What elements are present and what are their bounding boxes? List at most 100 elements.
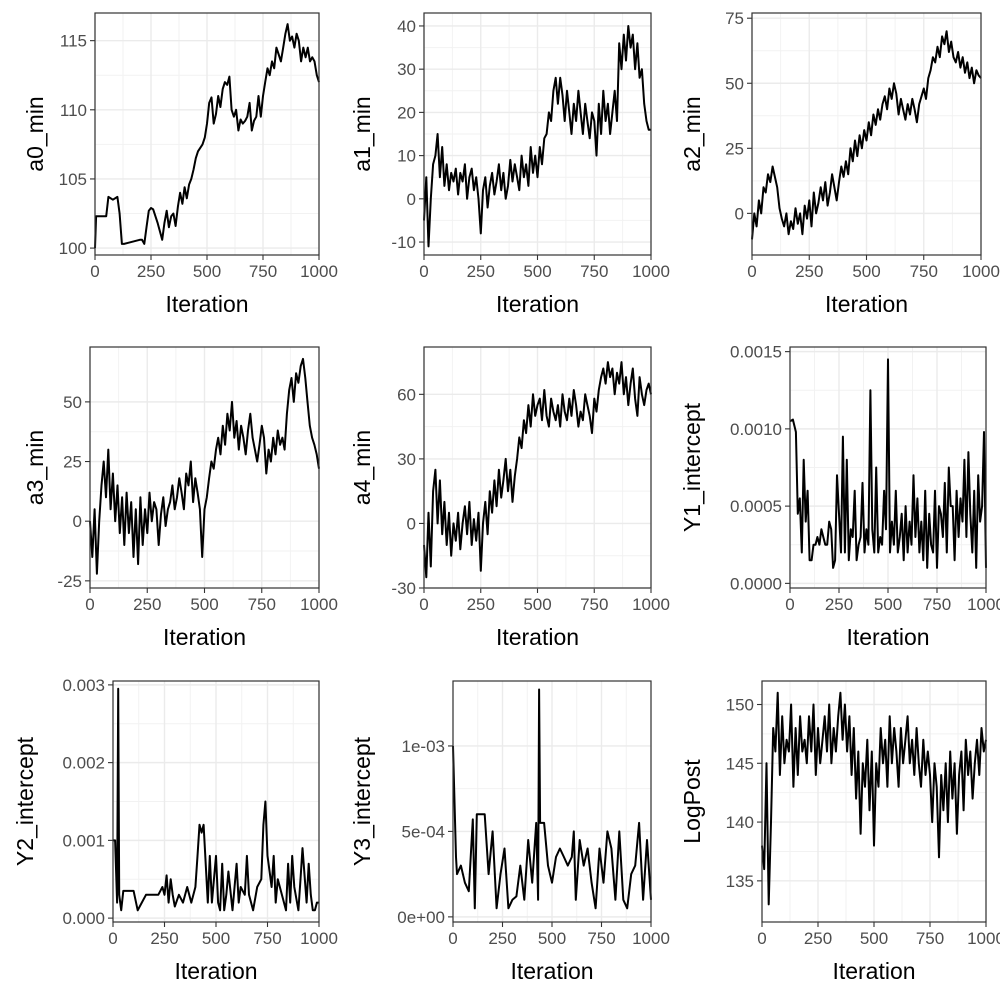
y-axis-title: a2_min bbox=[679, 96, 705, 171]
y-tick-label: 30 bbox=[397, 60, 416, 79]
y-tick-label: 0 bbox=[735, 204, 744, 223]
x-tick-label: 750 bbox=[580, 595, 608, 614]
x-tick-label: 1000 bbox=[967, 929, 1000, 948]
y-tick-label: 10 bbox=[397, 147, 416, 166]
x-tick-label: 500 bbox=[874, 595, 902, 614]
y-tick-label: 50 bbox=[725, 74, 744, 93]
trace-panel-y3-intercept: 0 250 500 750 1000 0e+00 5e-04 1e-03 Iteration Y3… bbox=[349, 680, 670, 984]
x-tick-label: 750 bbox=[910, 262, 938, 281]
y-tick-label: 0.0005 bbox=[730, 497, 782, 516]
x-tick-label: 500 bbox=[852, 262, 880, 281]
x-tick-label: 750 bbox=[253, 929, 281, 948]
y-tick-label: 150 bbox=[726, 696, 754, 715]
y-tick-label: 0 bbox=[407, 190, 416, 209]
panel-border bbox=[112, 680, 320, 923]
trace-line bbox=[761, 691, 987, 906]
y-tick-label: 0.0015 bbox=[730, 343, 782, 362]
x-tick-label: 0 bbox=[757, 929, 766, 948]
y-tick-label: 0.0000 bbox=[730, 574, 782, 593]
x-tick-label: 1000 bbox=[632, 262, 670, 281]
x-tick-label: 250 bbox=[467, 595, 495, 614]
panel-border bbox=[423, 12, 652, 256]
x-tick-label: 0 bbox=[90, 262, 99, 281]
x-tick-label: 250 bbox=[488, 929, 516, 948]
x-tick-label: 250 bbox=[133, 595, 161, 614]
y-axis-title: a1_min bbox=[349, 96, 375, 171]
y-tick-label: 135 bbox=[726, 872, 754, 891]
y-axis-title: a4_min bbox=[349, 430, 375, 505]
trace-panel-y1-intercept: 0 250 500 750 1000 0.0000 0.0005 0.0010 0.0015 It… bbox=[679, 343, 1000, 650]
y-tick-label: 100 bbox=[59, 239, 87, 258]
x-axis-title: Iteration bbox=[165, 291, 248, 317]
x-tick-label: 0 bbox=[785, 595, 794, 614]
x-tick-label: 1000 bbox=[967, 595, 1000, 614]
y-tick-label: 20 bbox=[397, 103, 416, 122]
x-tick-label: 0 bbox=[448, 929, 457, 948]
y-tick-label: 0.0010 bbox=[730, 420, 782, 439]
panel-border bbox=[423, 346, 652, 589]
x-tick-label: 750 bbox=[249, 262, 277, 281]
y-tick-label: -25 bbox=[57, 572, 82, 591]
x-axis-title: Iteration bbox=[832, 958, 915, 984]
trace-line bbox=[94, 23, 320, 249]
panel-border bbox=[89, 346, 320, 589]
x-tick-label: 750 bbox=[587, 929, 615, 948]
x-tick-label: 0 bbox=[108, 929, 117, 948]
x-tick-label: 250 bbox=[467, 262, 495, 281]
y-axis-title: Y2_intercept bbox=[12, 736, 38, 866]
y-tick-label: 0 bbox=[73, 512, 82, 531]
y-tick-label: 30 bbox=[397, 450, 416, 469]
x-tick-label: 0 bbox=[419, 262, 428, 281]
y-axis-title: a0_min bbox=[22, 96, 48, 171]
y-tick-label: -30 bbox=[391, 579, 416, 598]
x-axis-title: Iteration bbox=[163, 624, 246, 650]
trace-panel-a2-min: 0 250 500 750 1000 0 25 50 75 Iteration a2_min bbox=[679, 9, 1000, 317]
panel-border bbox=[761, 680, 987, 923]
panel-border bbox=[452, 680, 652, 923]
y-tick-label: -10 bbox=[391, 233, 416, 252]
x-tick-label: 0 bbox=[85, 595, 94, 614]
y-tick-label: 110 bbox=[60, 101, 87, 120]
y-tick-label: 0.000 bbox=[62, 909, 105, 928]
y-axis-title: LogPost bbox=[679, 759, 705, 844]
panel-border bbox=[94, 12, 320, 256]
x-axis-title: Iteration bbox=[825, 291, 908, 317]
x-tick-label: 500 bbox=[860, 929, 888, 948]
x-tick-label: 500 bbox=[538, 929, 566, 948]
y-tick-label: 145 bbox=[726, 754, 754, 773]
x-tick-label: 1000 bbox=[632, 595, 670, 614]
y-tick-label: 75 bbox=[725, 9, 744, 28]
panel-border bbox=[789, 346, 987, 589]
y-tick-label: 0.001 bbox=[62, 831, 105, 850]
y-tick-label: 0.002 bbox=[62, 754, 105, 773]
trace-panel-a1-min: 0 250 500 750 1000-10010203040Iterationa1_mi… bbox=[349, 12, 670, 317]
y-tick-label: 60 bbox=[397, 385, 416, 404]
y-tick-label: 5e-04 bbox=[402, 822, 445, 841]
trace-line bbox=[423, 25, 651, 248]
x-tick-label: 750 bbox=[248, 595, 276, 614]
y-axis-title: a3_min bbox=[22, 430, 48, 505]
x-tick-label: 250 bbox=[150, 929, 178, 948]
y-axis-title: Y1_intercept bbox=[679, 402, 705, 532]
x-tick-label: 750 bbox=[916, 929, 944, 948]
x-tick-label: 500 bbox=[202, 929, 230, 948]
x-tick-label: 250 bbox=[825, 595, 853, 614]
x-tick-label: 500 bbox=[193, 262, 221, 281]
trace-panel-y2-intercept: 0 250 500 750 1000 0.000 0.001 0.002 0.003 Iterat… bbox=[12, 676, 338, 984]
x-tick-label: 1000 bbox=[300, 595, 338, 614]
x-tick-label: 1000 bbox=[300, 262, 338, 281]
x-tick-label: 250 bbox=[804, 929, 832, 948]
trace-line bbox=[789, 358, 987, 569]
panel-border bbox=[751, 12, 982, 256]
y-tick-label: 1e-03 bbox=[402, 737, 445, 756]
y-tick-label: 0.003 bbox=[62, 676, 105, 695]
trace-line bbox=[423, 361, 652, 579]
trace-line bbox=[113, 687, 319, 912]
y-tick-label: 50 bbox=[63, 393, 82, 412]
y-tick-label: 0 bbox=[407, 514, 416, 533]
x-tick-label: 500 bbox=[523, 262, 551, 281]
x-tick-label: 250 bbox=[795, 262, 823, 281]
trace-line bbox=[452, 688, 652, 910]
